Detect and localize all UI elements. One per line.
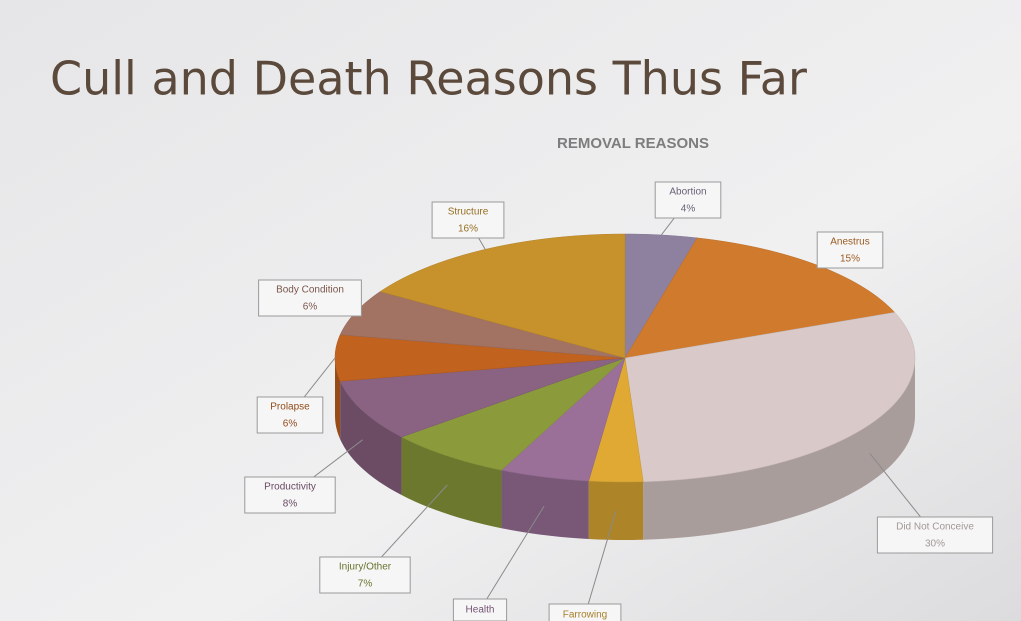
value-label: 16% <box>458 224 478 235</box>
value-label: 6% <box>283 419 298 430</box>
chart-title: REMOVAL REASONS <box>557 135 709 152</box>
value-label: 4% <box>681 204 696 215</box>
category-label: Health <box>466 605 495 616</box>
page: {"slide_title": "Cull and Death Reasons … <box>0 0 1021 621</box>
pie-side <box>589 481 644 540</box>
slide: Cull and Death Reasons Thus Far REMOVAL … <box>0 0 1021 621</box>
category-label: Structure <box>448 207 489 218</box>
value-label: 30% <box>925 539 945 550</box>
pie-side <box>502 470 589 539</box>
value-label: 8% <box>283 499 298 510</box>
slide-title: Cull and Death Reasons Thus Far <box>50 52 807 106</box>
category-label: Abortion <box>669 187 706 198</box>
category-label: Injury/Other <box>339 562 392 573</box>
category-label: Farrowing <box>563 610 607 621</box>
category-label: Did Not Conceive <box>896 522 974 533</box>
value-label: 15% <box>840 254 860 265</box>
category-label: Productivity <box>264 482 316 493</box>
value-label: 7% <box>358 579 373 590</box>
category-label: Prolapse <box>270 402 310 413</box>
category-label: Anestrus <box>830 237 869 248</box>
value-label: 6% <box>303 302 318 313</box>
pie <box>335 234 915 540</box>
category-label: Body Condition <box>276 285 344 296</box>
